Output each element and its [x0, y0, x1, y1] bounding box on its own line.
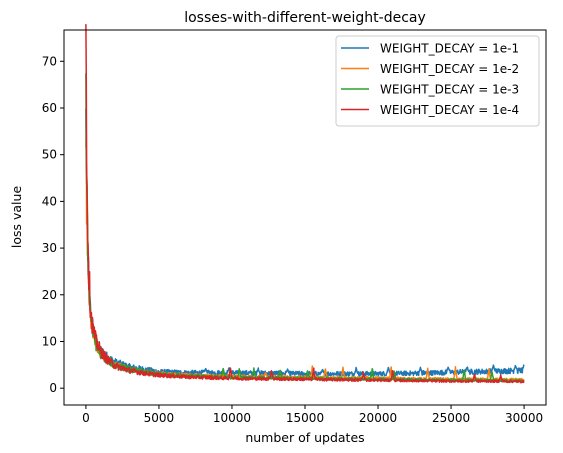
legend-box	[335, 35, 540, 127]
legend-label: WEIGHT_DECAY = 1e-2	[380, 62, 519, 76]
y-tick-label: 60	[42, 101, 57, 115]
x-tick-label: 10000	[213, 411, 251, 425]
y-tick-label: 10	[42, 334, 57, 348]
legend-label: WEIGHT_DECAY = 1e-1	[380, 42, 519, 56]
y-tick-label: 50	[42, 148, 57, 162]
y-tick-label: 30	[42, 241, 57, 255]
y-tick-label: 70	[42, 54, 57, 68]
x-tick-label: 30000	[505, 411, 543, 425]
chart-legend: WEIGHT_DECAY = 1e-1 WEIGHT_DECAY = 1e-2 WE…	[335, 35, 540, 127]
y-axis-ticks: 0 10 20 30 40 50 60 70	[42, 54, 64, 395]
y-tick-label: 20	[42, 288, 57, 302]
y-axis-label: loss value	[9, 186, 24, 249]
y-tick-label: 0	[49, 381, 57, 395]
legend-label: WEIGHT_DECAY = 1e-4	[380, 103, 519, 117]
series-lines	[85, 24, 525, 384]
x-tick-label: 20000	[359, 411, 397, 425]
series-line-4	[85, 24, 525, 384]
x-axis-ticks: 0 5000 10000 15000 20000 25000 30000	[82, 405, 543, 425]
legend-label: WEIGHT_DECAY = 1e-3	[380, 83, 519, 97]
y-tick-label: 40	[42, 194, 57, 208]
x-axis-label: number of updates	[245, 430, 364, 445]
x-tick-label: 15000	[286, 411, 324, 425]
x-tick-label: 25000	[432, 411, 470, 425]
x-tick-label: 0	[82, 411, 90, 425]
chart-title: losses-with-different-weight-decay	[184, 10, 426, 26]
x-tick-label: 5000	[144, 411, 175, 425]
